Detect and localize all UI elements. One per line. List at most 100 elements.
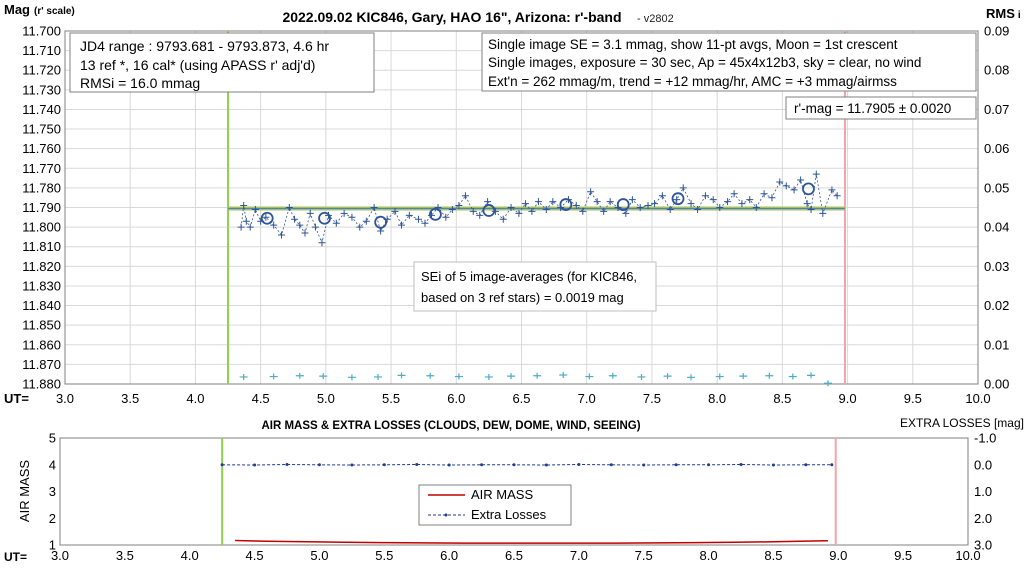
single-image-point: [687, 200, 695, 208]
single-image-point: [356, 223, 364, 231]
single-image-point: [768, 194, 776, 202]
rms-point: [295, 372, 304, 379]
y2-tick-label: 0.07: [984, 102, 1009, 117]
y-tick-label: 11.710: [22, 43, 61, 58]
x-tick-label: 3.0: [56, 391, 74, 406]
single-image-point: [237, 223, 245, 231]
top-chart-version: - v2802: [637, 13, 674, 25]
extra-losses-point: [447, 463, 451, 467]
average-point: [802, 182, 815, 196]
bottom-legend-frame: [418, 484, 572, 526]
extra-losses-point: [480, 463, 484, 467]
y-tick-label: 11.750: [22, 122, 61, 137]
y-tick-label: 11.760: [22, 141, 61, 156]
x-tick-label: 5.5: [375, 548, 393, 563]
x-tick-label: 6.5: [505, 548, 523, 563]
extra-losses-point: [253, 463, 257, 467]
single-image-point: [701, 192, 709, 200]
y-tick-label: 5: [49, 431, 56, 446]
x-tick-label: 5.0: [317, 391, 335, 406]
info-box-1-line-2: 13 ref *, 16 cal* (using APASS r' adj'd): [80, 57, 315, 73]
single-image-point: [301, 229, 309, 237]
single-image-point: [724, 198, 732, 206]
single-image-point: [666, 205, 674, 213]
y2-tick-label: 1.0: [974, 484, 992, 499]
x-tick-label: 10.0: [955, 548, 980, 563]
average-point: [260, 211, 274, 225]
y-tick-label: 11.810: [22, 239, 61, 254]
single-image-point: [730, 190, 738, 198]
extra-losses-point: [544, 463, 548, 467]
y2-tick-label: 0.05: [984, 180, 1009, 195]
y-tick-label: 4: [49, 457, 56, 472]
rms-point: [454, 373, 463, 380]
rms-point: [397, 372, 406, 379]
single-image-point: [491, 207, 499, 215]
rms-point: [715, 373, 724, 380]
y2-tick-label: 0.01: [984, 337, 1009, 352]
bottom-series: [220, 462, 834, 544]
bottom-legend: AIR MASS Extra Losses: [418, 484, 572, 526]
sei-box-line-1: SEi of 5 image-averages (for KIC846,: [421, 269, 637, 284]
top-y2-ticks: 0.09 0.08 0.07 0.06 0.05 0.04 0.03 0.02 0.01 0.00: [984, 24, 1009, 392]
single-image-point: [285, 204, 293, 211]
y-tick-label: 11.780: [22, 180, 61, 195]
average-point: [429, 207, 442, 221]
top-y2label: RMS i: [986, 6, 1021, 21]
x-tick-label: 4.5: [252, 391, 270, 406]
average-point: [671, 192, 685, 206]
bottom-y2label: EXTRA LOSSES [mag]: [900, 416, 1024, 430]
single-image-point: [291, 215, 299, 223]
extra-losses-point: [285, 462, 289, 466]
single-image-point: [476, 211, 484, 219]
extra-losses-point: [739, 462, 743, 466]
info-box-1-line-1: JD4 range : 9793.681 - 9793.873, 4.6 hr: [80, 38, 329, 54]
single-image-point: [455, 202, 463, 210]
single-image-point: [572, 202, 580, 210]
extra-losses-point: [512, 463, 516, 467]
x-tick-label: 9.0: [829, 548, 847, 563]
y-tick-label: 11.850: [22, 318, 61, 333]
extra-losses-point: [220, 463, 224, 467]
rms-point: [788, 373, 797, 380]
single-image-point: [534, 198, 542, 206]
single-image-point: [679, 184, 687, 192]
y-tick-label: 2: [49, 511, 56, 526]
sei-box-line-2: based on 3 ref stars) = 0.0019 mag: [421, 290, 624, 305]
rms-point: [608, 372, 617, 379]
y2-tick-label: 0.02: [984, 298, 1009, 313]
single-image-point: [262, 213, 270, 221]
bottom-ylabel: AIR MASS: [17, 460, 32, 522]
single-image-point: [833, 192, 841, 200]
single-image-point: [803, 200, 811, 208]
single-image-point: [812, 170, 820, 178]
result-box-frame: [785, 96, 977, 120]
x-tick-label: 3.5: [116, 548, 134, 563]
x-tick-label: 7.5: [643, 391, 661, 406]
y-tick-label: 11.770: [22, 161, 61, 176]
single-image-point: [628, 196, 636, 204]
y2-tick-label: 0.03: [984, 259, 1009, 274]
result-box: r'-mag = 11.7905 ± 0.0020: [785, 96, 977, 120]
single-image-point: [600, 207, 608, 215]
x-tick-label: 9.5: [904, 391, 922, 406]
extra-losses-point: [609, 463, 613, 467]
single-image-point: [782, 182, 790, 190]
x-tick-label: 9.5: [894, 548, 912, 563]
single-image-point: [296, 221, 304, 229]
bottom-plot-frame: [59, 437, 969, 546]
y-tick-label: 11.830: [22, 278, 61, 293]
extra-losses-point: [771, 463, 775, 467]
single-image-point: [270, 221, 278, 229]
bottom-y-ticks: 5 4 3 2 1: [49, 431, 56, 553]
single-image-point: [579, 207, 587, 215]
single-image-point: [528, 207, 536, 215]
single-image-point: [242, 217, 250, 225]
single-image-point: [251, 205, 259, 213]
legend-extra-losses-marker: [444, 513, 448, 517]
extra-losses-point: [674, 463, 678, 467]
top-y2label-main: RMS: [986, 6, 1015, 21]
rms-point: [507, 373, 516, 380]
y2-tick-label: 0.0: [974, 457, 992, 472]
